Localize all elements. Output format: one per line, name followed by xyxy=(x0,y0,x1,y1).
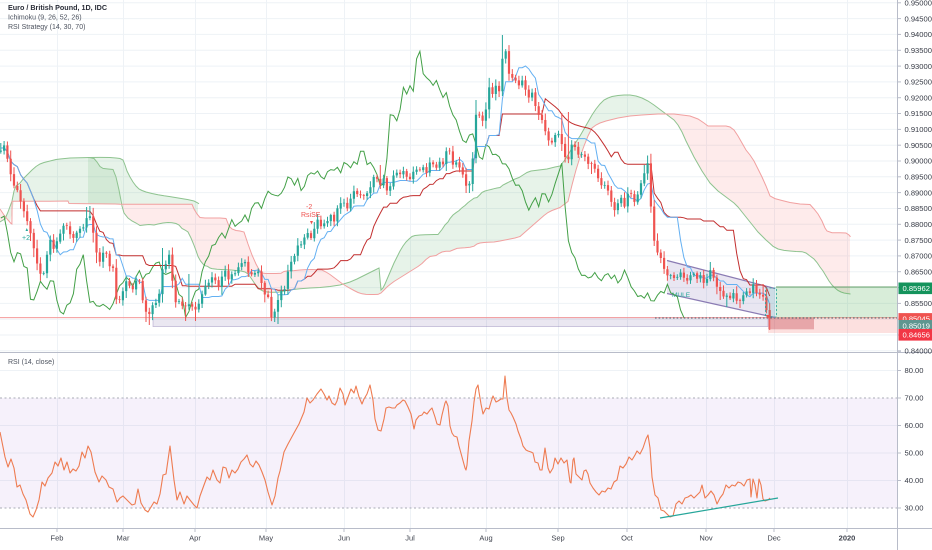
svg-text:Mar: Mar xyxy=(117,534,130,543)
svg-text:Oct: Oct xyxy=(621,534,634,543)
svg-text:0.94000: 0.94000 xyxy=(905,30,932,39)
svg-text:0.92000: 0.92000 xyxy=(905,93,932,102)
svg-text:Aug: Aug xyxy=(479,534,492,543)
svg-text:May: May xyxy=(259,534,273,543)
svg-text:-2: -2 xyxy=(306,204,312,211)
svg-text:+2: +2 xyxy=(22,235,30,242)
svg-text:2020: 2020 xyxy=(839,534,856,543)
svg-text:Apr: Apr xyxy=(189,534,201,543)
svg-text:0.89500: 0.89500 xyxy=(905,173,932,182)
svg-text:Ichimoku (9, 26, 52, 26): Ichimoku (9, 26, 52, 26) xyxy=(8,15,82,22)
svg-text:Nov: Nov xyxy=(699,534,713,543)
svg-text:0.89000: 0.89000 xyxy=(905,188,932,197)
svg-text:0.87000: 0.87000 xyxy=(905,252,932,261)
svg-text:80.00: 80.00 xyxy=(905,366,924,375)
svg-text:70.00: 70.00 xyxy=(905,394,924,403)
svg-text:0.85019: 0.85019 xyxy=(903,322,930,331)
svg-text:60.00: 60.00 xyxy=(905,421,924,430)
svg-text:30.00: 30.00 xyxy=(905,504,924,513)
svg-text:0.90000: 0.90000 xyxy=(905,157,932,166)
svg-text:0.93500: 0.93500 xyxy=(905,46,932,55)
svg-text:0.88500: 0.88500 xyxy=(905,204,932,213)
svg-text:0.88000: 0.88000 xyxy=(905,220,932,229)
svg-text:Sep: Sep xyxy=(551,534,564,543)
svg-text:0.85045: 0.85045 xyxy=(903,315,930,324)
svg-text:RsiSE: RsiSE xyxy=(301,212,321,219)
svg-text:0.91000: 0.91000 xyxy=(905,125,932,134)
svg-text:Feb: Feb xyxy=(51,534,64,543)
svg-text:0.91500: 0.91500 xyxy=(905,109,932,118)
svg-text:Euro / British Pound, 1D, IDC: Euro / British Pound, 1D, IDC xyxy=(8,3,107,12)
svg-text:0.85962: 0.85962 xyxy=(903,284,930,293)
svg-text:Dec: Dec xyxy=(767,534,781,543)
svg-text:0.84000: 0.84000 xyxy=(905,347,932,356)
svg-text:Jun: Jun xyxy=(338,534,350,543)
svg-text:RSI Strategy (14, 30, 70): RSI Strategy (14, 30, 70) xyxy=(8,24,85,31)
svg-text:0.90500: 0.90500 xyxy=(905,141,932,150)
svg-text:Jul: Jul xyxy=(405,534,415,543)
svg-text:0.93000: 0.93000 xyxy=(905,62,932,71)
svg-text:50.00: 50.00 xyxy=(905,449,924,458)
svg-text:0.86500: 0.86500 xyxy=(905,267,932,276)
svg-text:0.94500: 0.94500 xyxy=(905,14,932,23)
svg-text:40.00: 40.00 xyxy=(905,476,924,485)
svg-text:0.92500: 0.92500 xyxy=(905,78,932,87)
svg-text:0.84656: 0.84656 xyxy=(903,331,930,340)
svg-text:0.85500: 0.85500 xyxy=(905,299,932,308)
svg-text:0.95000: 0.95000 xyxy=(905,0,932,8)
svg-text:MULE: MULE xyxy=(672,292,691,299)
svg-text:0.87500: 0.87500 xyxy=(905,236,932,245)
svg-text:RSI (14, close): RSI (14, close) xyxy=(8,359,54,366)
